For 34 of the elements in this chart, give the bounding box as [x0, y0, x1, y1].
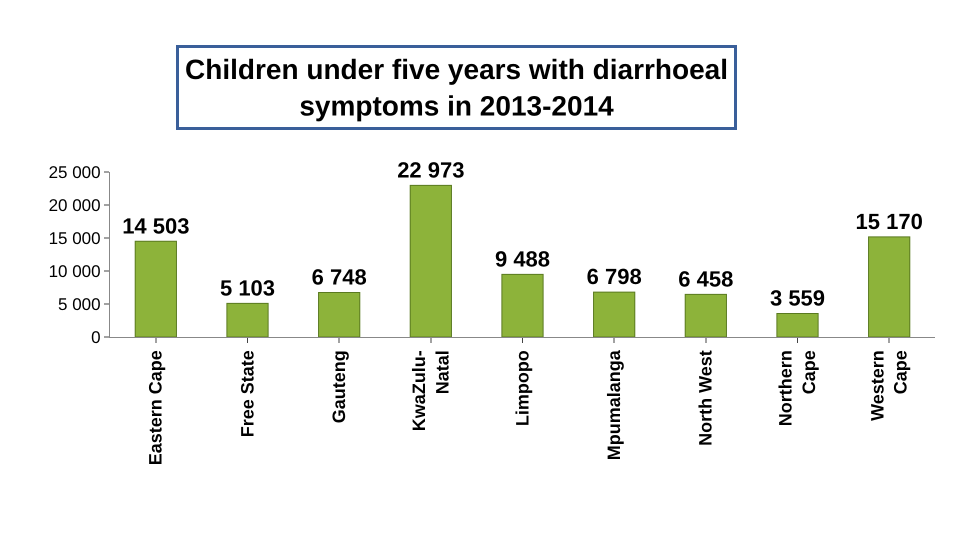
- x-tick-label: KwaZulu- Natal: [408, 350, 452, 432]
- x-tick-label: Free State: [237, 350, 258, 438]
- bar: [410, 184, 452, 337]
- y-tick-label: 10 000: [48, 262, 101, 281]
- y-tick-label: 25 000: [48, 162, 101, 182]
- x-tick-label: Western Cape: [867, 350, 911, 421]
- y-tick-label: 0: [91, 328, 101, 347]
- bar: [776, 313, 819, 337]
- data-label: 9 488: [494, 246, 550, 272]
- bar: [593, 292, 636, 337]
- y-tick-label: 15 000: [48, 228, 101, 248]
- x-tick-label: Eastern Cape: [146, 350, 166, 466]
- data-label: 3 559: [770, 286, 826, 311]
- x-tick-label: Gauteng: [329, 350, 350, 424]
- bar: [318, 292, 360, 337]
- x-tick-label: Mpumalanga: [604, 349, 624, 460]
- data-label: 5 103: [220, 275, 276, 300]
- y-tick-label: 20 000: [48, 196, 101, 215]
- data-label: 6 458: [678, 266, 734, 292]
- bar: [868, 236, 910, 337]
- x-tick-label: Northern Cape: [776, 350, 820, 426]
- bar: [684, 294, 727, 337]
- data-label: 14 503: [122, 213, 190, 238]
- bar: [226, 302, 269, 337]
- chart-title: Children under five years with diarrhoeal symptoms in 2013-2014: [185, 54, 728, 122]
- bar: [501, 274, 544, 337]
- bar: [134, 240, 177, 337]
- x-tick-label: North West: [696, 350, 716, 446]
- data-label: 6 798: [586, 264, 642, 290]
- data-label: 22 973: [397, 157, 464, 182]
- data-label: 6 748: [312, 264, 367, 290]
- x-tick-label: Limpopo: [512, 350, 532, 426]
- y-tick-label: 5 000: [58, 294, 101, 314]
- data-label: 15 170: [856, 208, 923, 234]
